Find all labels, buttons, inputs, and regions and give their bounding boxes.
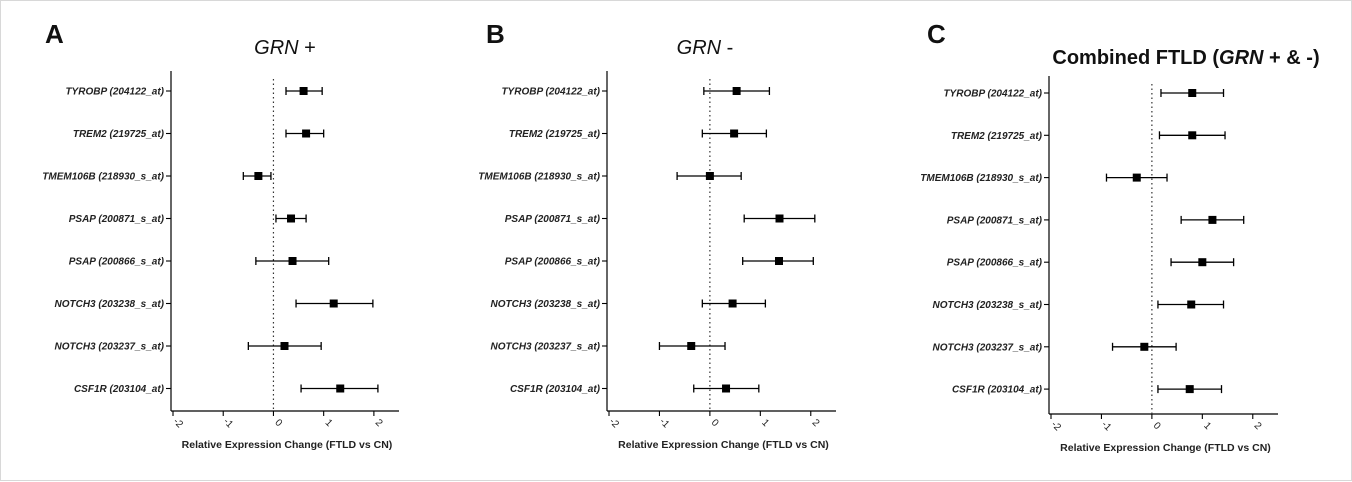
x-tick-label: -2: [1049, 419, 1063, 433]
x-tick-label: -2: [171, 416, 185, 430]
gene-label: TMEM106B (218930_s_at): [478, 172, 600, 183]
gene-label: PSAP (200871_s_at): [505, 214, 601, 225]
panel-letter: A: [45, 19, 64, 49]
panel-c: C Combined FTLD (GRN + & -) -2 -1 0 1 2 Relativ…: [920, 19, 1319, 454]
panel-title: GRN +: [254, 37, 316, 59]
estimate-point: [732, 87, 741, 95]
estimate-point: [254, 172, 263, 180]
x-tick-label: 0: [272, 417, 284, 429]
x-tick-label: 1: [323, 417, 335, 429]
estimate-point: [1132, 173, 1141, 182]
panel-letter: C: [927, 19, 946, 49]
estimate-point: [774, 257, 783, 265]
estimate-point: [722, 384, 731, 393]
x-tick-label: 2: [810, 417, 822, 429]
panel-title-part: Combined FTLD (: [1052, 47, 1219, 69]
x-tick-label: -2: [607, 416, 621, 430]
gene-label: PSAP (200871_s_at): [69, 214, 165, 225]
estimate-point: [1140, 342, 1149, 351]
gene-label: CSF1R (203104_at): [510, 384, 601, 395]
x-tick-label: 2: [1252, 420, 1264, 432]
gene-label: TYROBP (204122_at): [501, 87, 600, 98]
estimate-point: [299, 87, 308, 95]
estimate-point: [775, 214, 784, 223]
panel-title-part: + & -): [1263, 47, 1319, 69]
x-axis-label: Relative Expression Change (FTLD vs CN): [1060, 442, 1271, 454]
gene-label: NOTCH3 (203238_s_at): [933, 300, 1043, 311]
gene-label: CSF1R (203104_at): [952, 385, 1043, 396]
gene-label: CSF1R (203104_at): [74, 384, 165, 395]
gene-label: PSAP (200871_s_at): [947, 215, 1043, 226]
estimate-point: [336, 384, 345, 393]
x-tick-label: -1: [221, 416, 235, 430]
estimate-point: [302, 129, 311, 138]
x-tick-label: 1: [759, 417, 771, 429]
panel-letter: B: [486, 19, 505, 49]
x-axis-label: Relative Expression Change (FTLD vs CN): [182, 439, 393, 451]
gene-label: NOTCH3 (203238_s_at): [491, 299, 601, 310]
gene-label: TREM2 (219725_at): [73, 129, 165, 140]
panel-title-part: +: [299, 37, 316, 59]
estimate-point: [1198, 258, 1207, 267]
gene-label: TYROBP (204122_at): [943, 89, 1042, 100]
estimate-point: [1188, 89, 1197, 97]
panel-title: GRN -: [677, 37, 734, 59]
gene-label: PSAP (200866_s_at): [947, 258, 1043, 269]
gene-label: TREM2 (219725_at): [951, 131, 1043, 142]
panel-b: B GRN - -2 -1 0 1 2 Relative Expression Change …: [478, 19, 836, 451]
estimate-point: [730, 129, 739, 138]
gene-label: NOTCH3 (203238_s_at): [55, 299, 165, 310]
panel-title-part: GRN: [677, 37, 722, 59]
estimate-point: [687, 342, 696, 350]
gene-label: PSAP (200866_s_at): [505, 257, 601, 268]
x-tick-label: -1: [657, 416, 671, 430]
estimate-point: [728, 299, 737, 308]
gene-label: TYROBP (204122_at): [65, 87, 164, 98]
x-tick-label: 0: [709, 417, 721, 429]
gene-label: NOTCH3 (203237_s_at): [933, 342, 1043, 353]
estimate-point: [1208, 215, 1217, 224]
gene-label: NOTCH3 (203237_s_at): [491, 342, 601, 353]
panel-title-part: -: [721, 37, 733, 59]
panel-a: A GRN + -2 -1 0 1 2 Relative Expression Change …: [42, 19, 399, 451]
panel-title-part: GRN: [254, 37, 299, 59]
gene-label: TMEM106B (218930_s_at): [920, 173, 1042, 184]
gene-label: TMEM106B (218930_s_at): [42, 172, 164, 183]
estimate-point: [1188, 131, 1197, 140]
panel-title: Combined FTLD (GRN + & -): [1052, 47, 1319, 69]
gene-label: TREM2 (219725_at): [509, 129, 601, 140]
x-tick-label: 0: [1151, 420, 1163, 432]
x-tick-label: -1: [1099, 419, 1113, 433]
x-tick-label: 1: [1201, 420, 1213, 432]
estimate-point: [1187, 300, 1196, 309]
x-axis-label: Relative Expression Change (FTLD vs CN): [618, 439, 829, 451]
estimate-point: [288, 257, 297, 265]
estimate-point: [1185, 385, 1194, 394]
estimate-point: [280, 342, 289, 350]
estimate-point: [705, 172, 714, 180]
estimate-point: [329, 299, 338, 308]
panel-title-part: GRN: [1219, 47, 1264, 69]
gene-label: NOTCH3 (203237_s_at): [55, 342, 165, 353]
gene-label: PSAP (200866_s_at): [69, 257, 165, 268]
x-tick-label: 2: [373, 417, 385, 429]
estimate-point: [287, 214, 296, 223]
